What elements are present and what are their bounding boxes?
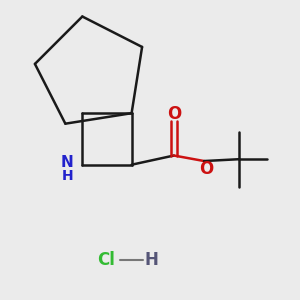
Text: H: H: [145, 251, 159, 269]
Text: O: O: [199, 160, 213, 178]
Text: O: O: [167, 105, 181, 123]
Text: H: H: [62, 169, 74, 184]
Text: N: N: [61, 155, 74, 170]
Text: Cl: Cl: [97, 251, 115, 269]
